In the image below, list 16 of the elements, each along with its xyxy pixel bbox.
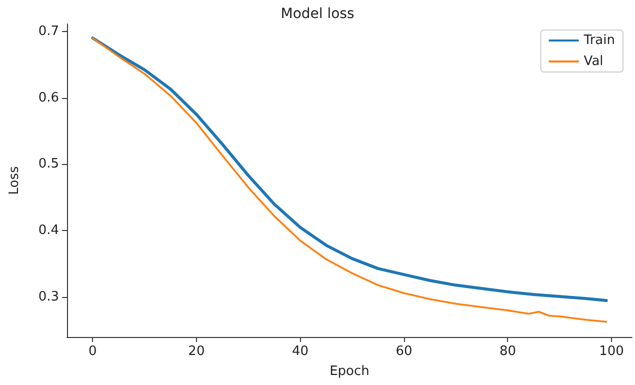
x-axis-title: Epoch bbox=[330, 364, 370, 379]
y-tick-label: 0.7 bbox=[38, 24, 59, 39]
x-tick-label: 0 bbox=[88, 344, 97, 359]
x-tick-label: 40 bbox=[292, 344, 308, 359]
x-tick-label: 100 bbox=[599, 344, 624, 359]
chart-title: Model loss bbox=[280, 6, 354, 22]
y-tick-label: 0.6 bbox=[38, 90, 59, 106]
y-axis-title: Loss bbox=[7, 166, 22, 195]
y-tick-label: 0.4 bbox=[38, 223, 59, 238]
legend-label: Val bbox=[584, 54, 604, 69]
x-tick-label: 60 bbox=[396, 344, 412, 359]
y-tick-label: 0.3 bbox=[38, 290, 59, 305]
x-tick-label: 80 bbox=[499, 344, 516, 359]
y-tick-label: 0.5 bbox=[38, 156, 59, 172]
x-tick-label: 20 bbox=[188, 344, 205, 359]
legend-label: Train bbox=[582, 33, 616, 48]
